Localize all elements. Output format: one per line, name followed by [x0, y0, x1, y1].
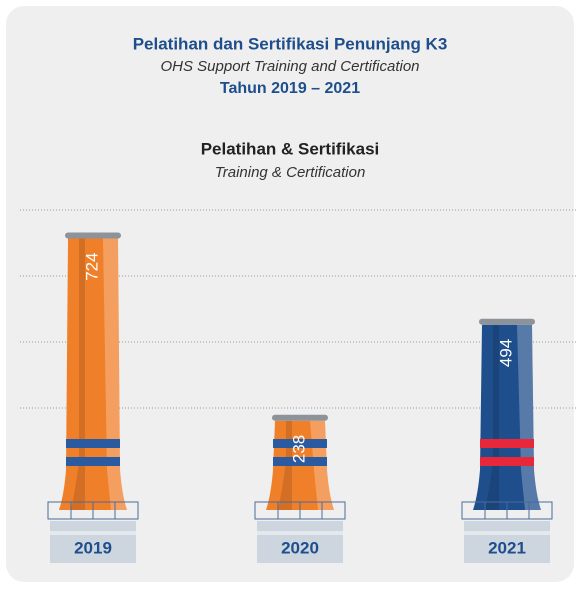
period: Tahun 2019 – 2021 — [220, 80, 360, 97]
band — [480, 457, 534, 466]
chart: Pelatihan dan Sertifikasi Penunjang K3 O… — [0, 0, 580, 589]
base-stripe — [464, 531, 550, 535]
page: {"chart_data": {"type": "bar", "title": … — [0, 0, 580, 594]
x-tick-label: 2019 — [74, 538, 112, 557]
band — [66, 457, 120, 466]
value-label: 238 — [289, 435, 308, 463]
chart-title-en: OHS Support Training and Certification — [160, 58, 419, 75]
section-title-en: Training & Certification — [215, 164, 366, 181]
cap — [65, 233, 121, 239]
cap — [479, 319, 535, 325]
value-label: 494 — [496, 339, 515, 367]
cap — [272, 415, 328, 421]
x-tick-label: 2020 — [281, 538, 319, 557]
base-stripe — [257, 531, 343, 535]
band — [66, 439, 120, 448]
section-title: Pelatihan & Sertifikasi — [201, 139, 380, 158]
base-stripe — [50, 531, 136, 535]
x-tick-label: 2021 — [488, 538, 526, 557]
chart-title: Pelatihan dan Sertifikasi Penunjang K3 — [133, 34, 448, 53]
band — [480, 439, 534, 448]
value-label: 724 — [82, 253, 101, 281]
